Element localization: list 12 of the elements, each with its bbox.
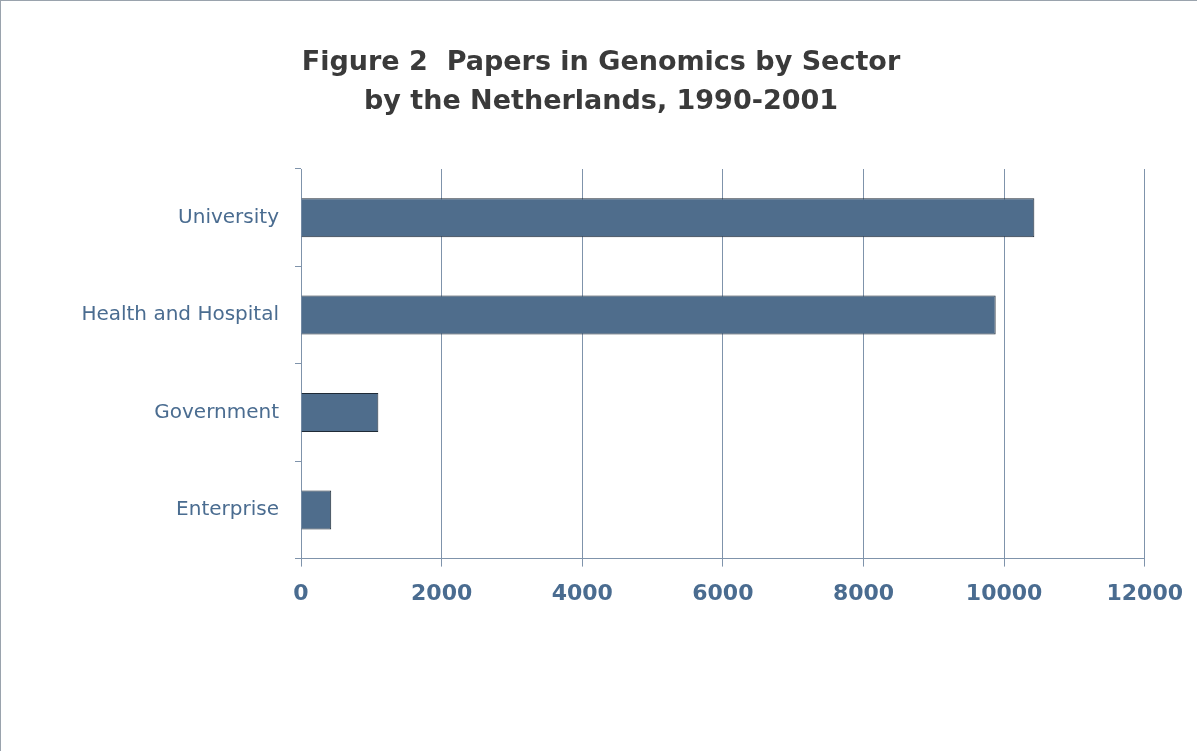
y-tick-label: Enterprise xyxy=(176,496,279,521)
y-tick-label: Government xyxy=(154,398,280,423)
x-tick-label: 0 xyxy=(293,579,309,605)
x-tick-label: 8000 xyxy=(832,579,895,605)
x-tick-label: 10000 xyxy=(965,579,1043,605)
x-tick-label: 4000 xyxy=(551,579,613,605)
x-tick-label: 12000 xyxy=(1106,579,1183,605)
y-tick-label: Health and Hospital xyxy=(81,301,279,326)
x-tick-label: 2000 xyxy=(411,579,473,605)
chart-title: Figure 2 Papers in Genomics by Sector by the Netherlands, 1990-2001 xyxy=(301,44,901,118)
x-tick-label: 6000 xyxy=(692,579,754,605)
y-tick-label: University xyxy=(178,203,280,228)
